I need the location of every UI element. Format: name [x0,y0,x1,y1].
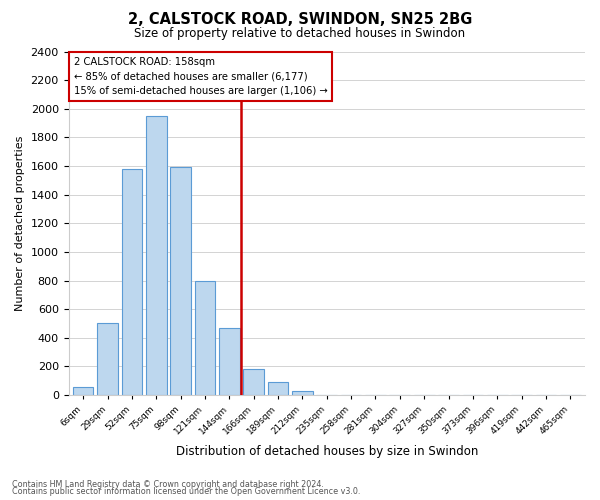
Bar [122,169,142,395]
Text: Size of property relative to detached houses in Swindon: Size of property relative to detached ho… [134,28,466,40]
Bar [146,116,167,395]
Text: 2, CALSTOCK ROAD, SWINDON, SN25 2BG: 2, CALSTOCK ROAD, SWINDON, SN25 2BG [128,12,472,28]
Text: Contains public sector information licensed under the Open Government Licence v3: Contains public sector information licen… [12,487,361,496]
Y-axis label: Number of detached properties: Number of detached properties [15,136,25,311]
X-axis label: Distribution of detached houses by size in Swindon: Distribution of detached houses by size … [176,444,478,458]
Bar [292,391,313,395]
Bar [170,168,191,395]
Bar [97,324,118,395]
Bar [73,387,94,395]
Bar [244,368,264,395]
Bar [194,280,215,395]
Text: 2 CALSTOCK ROAD: 158sqm
← 85% of detached houses are smaller (6,177)
15% of semi: 2 CALSTOCK ROAD: 158sqm ← 85% of detache… [74,56,328,96]
Bar [219,328,239,395]
Text: Contains HM Land Registry data © Crown copyright and database right 2024.: Contains HM Land Registry data © Crown c… [12,480,324,489]
Bar [268,382,289,395]
